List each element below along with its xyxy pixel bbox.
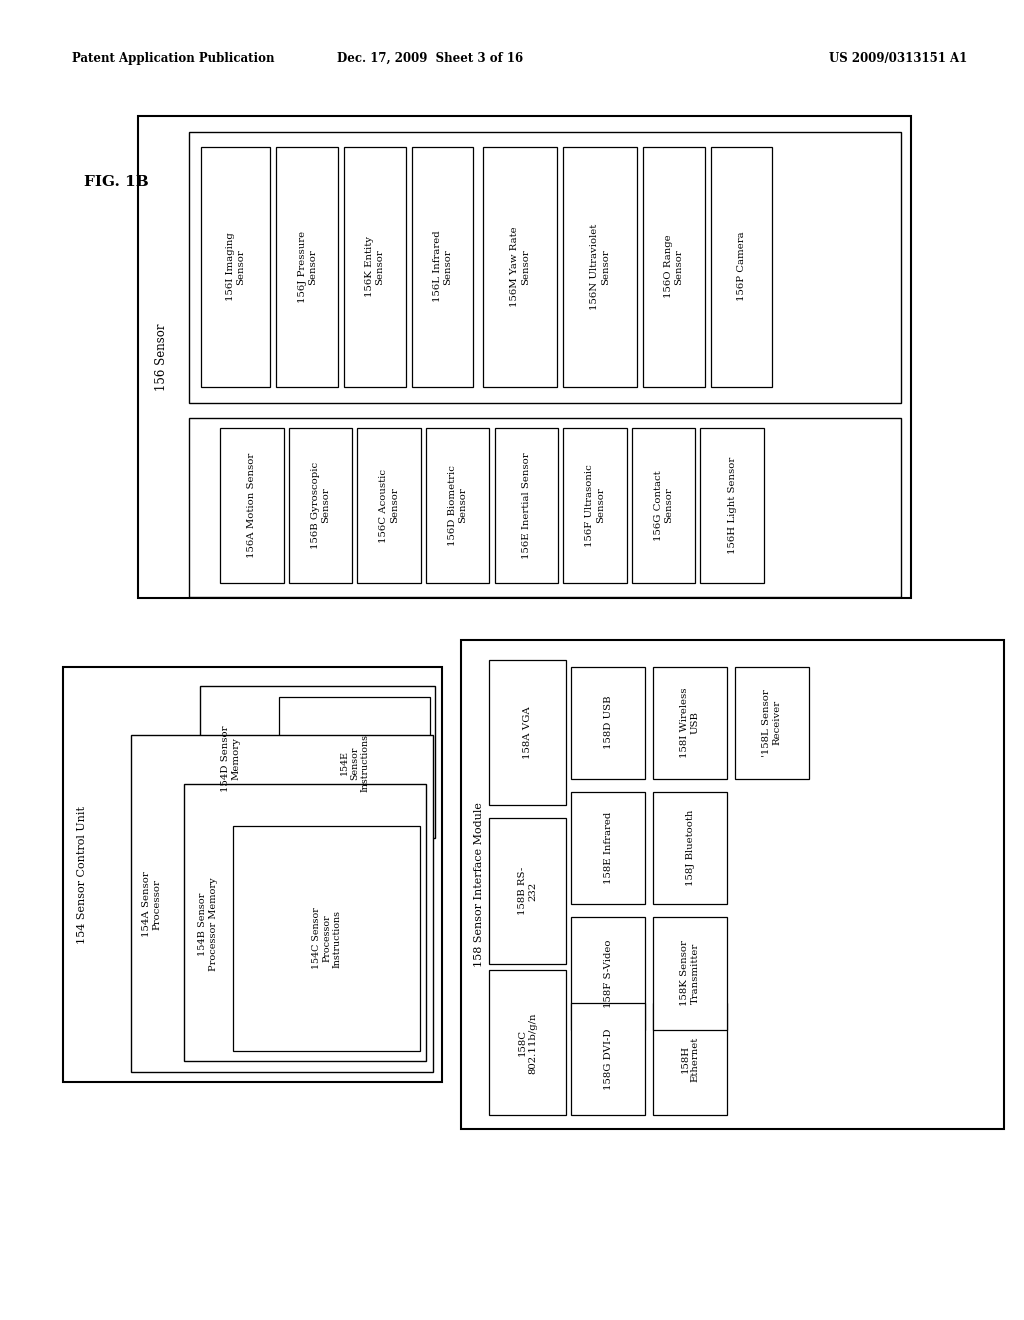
Text: 156E Inertial Sensor: 156E Inertial Sensor: [522, 453, 530, 558]
Text: 158B RS-
232: 158B RS- 232: [518, 867, 538, 915]
Text: 158I Wireless
USB: 158I Wireless USB: [681, 688, 699, 758]
Text: '158L Sensor
Receiver: '158L Sensor Receiver: [763, 689, 781, 756]
Bar: [489, 970, 566, 1115]
Bar: [735, 667, 809, 779]
Bar: [461, 640, 1004, 1129]
Bar: [653, 667, 727, 779]
Bar: [489, 818, 566, 964]
Text: 154C Sensor
Processor
Instructions: 154C Sensor Processor Instructions: [311, 908, 342, 969]
Text: 154E
Sensor
Instructions: 154E Sensor Instructions: [339, 734, 370, 792]
Bar: [138, 116, 911, 598]
Bar: [276, 147, 338, 387]
Bar: [563, 147, 637, 387]
Text: 156H Light Sensor: 156H Light Sensor: [728, 457, 736, 554]
Text: 158H
Ethernet: 158H Ethernet: [681, 1036, 699, 1082]
Text: 156G Contact
Sensor: 156G Contact Sensor: [654, 470, 673, 541]
Text: 156C Acoustic
Sensor: 156C Acoustic Sensor: [380, 469, 398, 543]
Bar: [653, 792, 727, 904]
Text: 156A Motion Sensor: 156A Motion Sensor: [248, 453, 256, 558]
Bar: [563, 428, 627, 583]
Bar: [131, 735, 433, 1072]
Text: 156O Range
Sensor: 156O Range Sensor: [665, 235, 683, 298]
Bar: [571, 1003, 645, 1115]
Bar: [412, 147, 473, 387]
Bar: [571, 917, 645, 1030]
Text: Dec. 17, 2009  Sheet 3 of 16: Dec. 17, 2009 Sheet 3 of 16: [337, 51, 523, 65]
Bar: [344, 147, 406, 387]
Bar: [189, 132, 901, 403]
Bar: [184, 784, 426, 1061]
Bar: [643, 147, 705, 387]
Text: 156 Sensor: 156 Sensor: [156, 323, 168, 391]
Text: 158G DVI-D: 158G DVI-D: [604, 1028, 612, 1090]
Bar: [201, 147, 270, 387]
Text: 156B Gyroscopic
Sensor: 156B Gyroscopic Sensor: [311, 462, 330, 549]
Bar: [700, 428, 764, 583]
Text: 156M Yaw Rate
Sensor: 156M Yaw Rate Sensor: [511, 226, 529, 308]
Bar: [200, 686, 435, 838]
Text: 158C
802.11b/g/n: 158C 802.11b/g/n: [518, 1012, 538, 1073]
Bar: [495, 428, 558, 583]
Bar: [571, 792, 645, 904]
Text: 156L Infrared
Sensor: 156L Infrared Sensor: [433, 231, 452, 302]
Text: 158E Infrared: 158E Infrared: [604, 812, 612, 884]
Bar: [711, 147, 772, 387]
Text: 158 Sensor Interface Module: 158 Sensor Interface Module: [474, 803, 484, 966]
Bar: [653, 1003, 727, 1115]
Text: 154D Sensor
Memory: 154D Sensor Memory: [221, 726, 240, 792]
Text: 156K Entity
Sensor: 156K Entity Sensor: [366, 236, 384, 297]
Text: Patent Application Publication: Patent Application Publication: [72, 51, 274, 65]
Text: 156N Ultraviolet
Sensor: 156N Ultraviolet Sensor: [591, 223, 609, 310]
Bar: [279, 697, 430, 829]
Text: 158A VGA: 158A VGA: [523, 706, 532, 759]
Bar: [483, 147, 557, 387]
Text: 158F S-Video: 158F S-Video: [604, 940, 612, 1007]
Bar: [426, 428, 489, 583]
Text: FIG. 1B: FIG. 1B: [84, 176, 148, 189]
Text: 156D Biometric
Sensor: 156D Biometric Sensor: [449, 465, 467, 546]
Text: 156I Imaging
Sensor: 156I Imaging Sensor: [226, 232, 245, 301]
Text: 154A Sensor
Processor: 154A Sensor Processor: [142, 871, 161, 937]
Bar: [653, 917, 727, 1030]
Text: 158K Sensor
Transmitter: 158K Sensor Transmitter: [681, 941, 699, 1006]
Bar: [357, 428, 421, 583]
Bar: [63, 667, 442, 1082]
Text: 158J Bluetooth: 158J Bluetooth: [686, 810, 694, 886]
Text: 156P Camera: 156P Camera: [737, 232, 745, 301]
Text: 156J Pressure
Sensor: 156J Pressure Sensor: [298, 231, 316, 302]
Text: 154B Sensor
Processor Memory: 154B Sensor Processor Memory: [199, 878, 217, 970]
Bar: [220, 428, 284, 583]
Text: 156F Ultrasonic
Sensor: 156F Ultrasonic Sensor: [586, 465, 604, 546]
Bar: [632, 428, 695, 583]
Bar: [571, 667, 645, 779]
Bar: [289, 428, 352, 583]
Bar: [189, 418, 901, 597]
Bar: [489, 660, 566, 805]
Text: 154 Sensor Control Unit: 154 Sensor Control Unit: [77, 805, 87, 944]
Text: US 2009/0313151 A1: US 2009/0313151 A1: [829, 51, 968, 65]
Text: 158D USB: 158D USB: [604, 696, 612, 750]
Bar: [233, 826, 420, 1051]
